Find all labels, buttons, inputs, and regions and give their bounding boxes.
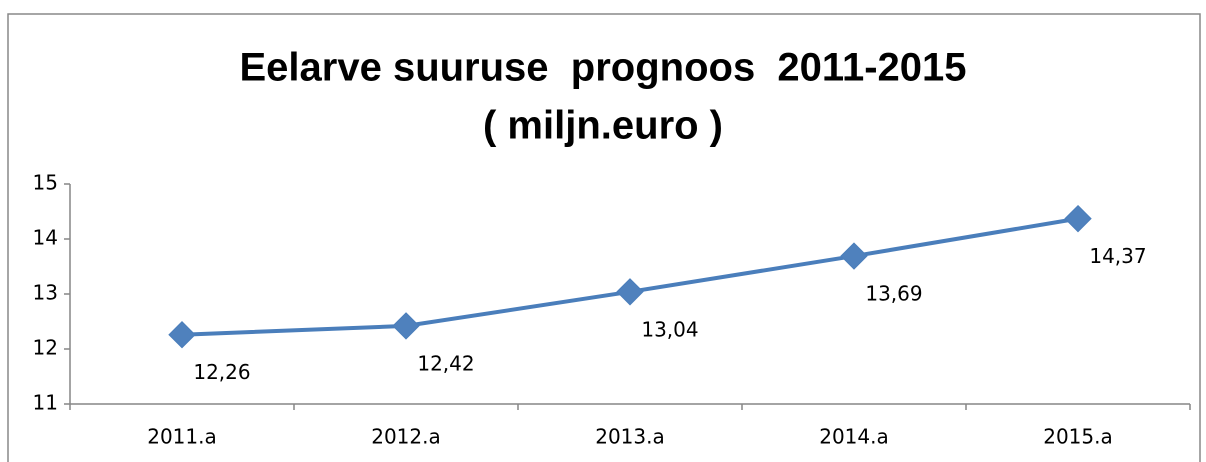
data-label: 13,69 bbox=[865, 282, 922, 306]
x-tick-label: 2013.a bbox=[595, 425, 665, 449]
y-tick-label: 11 bbox=[33, 391, 58, 415]
x-tick-label: 2015.a bbox=[1043, 425, 1113, 449]
chart-subtitle: ( miljn.euro ) bbox=[483, 104, 723, 148]
x-tick-label: 2014.a bbox=[819, 425, 889, 449]
marker bbox=[392, 312, 420, 340]
x-tick-label: 2012.a bbox=[371, 425, 441, 449]
marker bbox=[616, 278, 644, 306]
data-label: 14,37 bbox=[1089, 244, 1146, 268]
data-label: 13,04 bbox=[641, 317, 698, 341]
data-label: 12,26 bbox=[193, 360, 250, 384]
y-tick-label: 13 bbox=[33, 281, 58, 305]
y-tick-label: 14 bbox=[33, 226, 58, 250]
y-tick-label: 15 bbox=[33, 171, 58, 195]
marker bbox=[1064, 204, 1092, 233]
y-tick-label: 12 bbox=[33, 336, 58, 360]
data-label: 12,42 bbox=[417, 351, 474, 375]
marker bbox=[840, 242, 868, 270]
marker bbox=[168, 320, 196, 349]
x-tick-label: 2011.a bbox=[147, 425, 217, 449]
chart-frame bbox=[7, 13, 1201, 462]
series-line bbox=[181, 216, 1079, 337]
chart-title: Eelarve suuruse prognoos 2011-2015 bbox=[239, 46, 966, 90]
